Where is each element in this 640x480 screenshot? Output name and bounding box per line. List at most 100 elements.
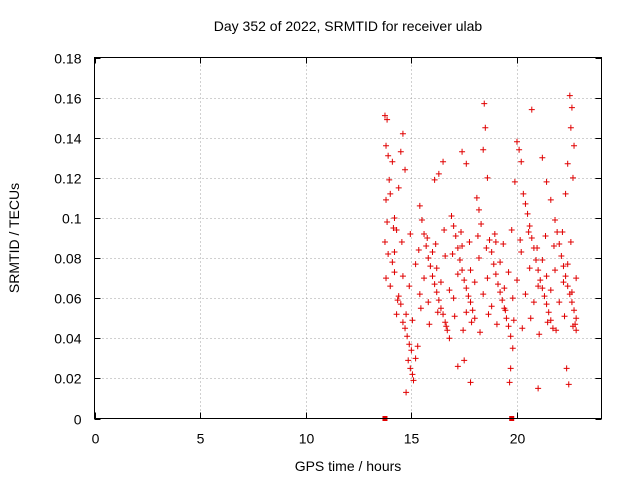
data-point bbox=[467, 379, 474, 386]
data-point bbox=[535, 283, 542, 290]
axis-ticks: 0 0.02 0.04 0.06 0.08 0.1 0.12 0.14 0.16 0.18 0 5 10… bbox=[54, 51, 602, 447]
data-point bbox=[535, 267, 542, 274]
data-point bbox=[384, 116, 391, 123]
data-point bbox=[444, 327, 451, 334]
data-point bbox=[573, 327, 580, 334]
data-point bbox=[440, 311, 447, 318]
data-point bbox=[459, 267, 466, 274]
data-point bbox=[465, 293, 472, 300]
data-point bbox=[560, 279, 567, 286]
x-tick-label: 15 bbox=[404, 431, 420, 447]
data-point bbox=[402, 325, 409, 332]
data-point bbox=[473, 194, 480, 201]
data-point bbox=[383, 142, 390, 149]
data-point bbox=[395, 293, 402, 300]
data-point bbox=[569, 174, 576, 181]
data-point bbox=[451, 313, 458, 320]
data-points bbox=[381, 92, 580, 421]
data-point bbox=[426, 321, 433, 328]
data-point bbox=[435, 297, 442, 304]
data-point bbox=[562, 273, 569, 280]
data-point bbox=[416, 202, 423, 209]
data-point bbox=[542, 232, 549, 239]
data-point bbox=[480, 291, 487, 298]
data-point bbox=[471, 315, 478, 322]
data-point bbox=[571, 142, 578, 149]
data-point bbox=[406, 341, 413, 348]
data-point bbox=[418, 216, 425, 223]
y-tick-label: 0.04 bbox=[54, 331, 81, 347]
data-point bbox=[539, 154, 546, 161]
data-point bbox=[505, 269, 512, 276]
data-point bbox=[475, 255, 482, 262]
data-point bbox=[527, 315, 534, 322]
data-point bbox=[547, 317, 554, 324]
data-point bbox=[381, 112, 388, 119]
data-point bbox=[518, 249, 525, 256]
data-point bbox=[508, 226, 515, 233]
data-point bbox=[560, 263, 567, 270]
data-point bbox=[405, 357, 412, 364]
x-tick-label: 20 bbox=[510, 431, 526, 447]
data-point bbox=[463, 285, 470, 292]
data-point bbox=[404, 333, 411, 340]
data-point bbox=[432, 241, 439, 248]
data-point bbox=[389, 158, 396, 165]
y-tick-label: 0.08 bbox=[54, 251, 81, 267]
data-point bbox=[502, 307, 509, 314]
data-point bbox=[514, 138, 520, 145]
data-point bbox=[440, 158, 447, 165]
data-point bbox=[393, 311, 400, 318]
data-point bbox=[573, 315, 580, 322]
data-point bbox=[511, 178, 518, 185]
data-point bbox=[469, 307, 476, 314]
data-point bbox=[437, 279, 444, 286]
data-point bbox=[448, 212, 455, 219]
data-point bbox=[569, 323, 576, 330]
data-point bbox=[395, 184, 402, 191]
data-point bbox=[477, 329, 484, 336]
data-point bbox=[446, 335, 453, 342]
data-point bbox=[450, 222, 457, 229]
data-point bbox=[454, 363, 461, 370]
data-point bbox=[383, 275, 390, 282]
data-point bbox=[449, 251, 456, 258]
data-point bbox=[421, 230, 428, 237]
data-point bbox=[492, 239, 499, 246]
data-point bbox=[385, 251, 392, 258]
data-point bbox=[525, 228, 532, 235]
data-point bbox=[461, 357, 468, 364]
y-tick-label: 0.06 bbox=[54, 291, 81, 307]
data-point bbox=[431, 176, 438, 183]
data-point bbox=[402, 166, 409, 173]
data-point bbox=[545, 309, 552, 316]
data-point bbox=[543, 301, 550, 308]
data-point bbox=[459, 148, 466, 155]
data-point bbox=[406, 283, 413, 290]
data-point bbox=[528, 106, 535, 113]
data-point bbox=[397, 148, 404, 155]
data-point bbox=[431, 281, 438, 288]
data-point bbox=[554, 228, 561, 235]
data-point bbox=[564, 283, 571, 290]
data-point bbox=[394, 297, 401, 304]
data-point bbox=[522, 291, 529, 298]
data-point bbox=[423, 243, 430, 250]
chart-title: Day 352 of 2022, SRMTID for receiver ula… bbox=[214, 18, 483, 34]
data-point bbox=[381, 239, 388, 246]
x-tick-label: 0 bbox=[92, 431, 100, 447]
data-point bbox=[543, 178, 550, 185]
data-point bbox=[561, 313, 568, 320]
x-axis-label: GPS time / hours bbox=[295, 458, 402, 474]
data-point bbox=[526, 265, 533, 272]
data-point bbox=[417, 305, 424, 312]
data-point bbox=[486, 237, 493, 244]
data-point bbox=[520, 190, 527, 197]
data-point bbox=[475, 206, 482, 213]
data-point bbox=[547, 287, 554, 294]
data-point bbox=[429, 273, 436, 280]
data-point bbox=[509, 345, 516, 352]
data-point bbox=[565, 381, 572, 388]
data-point bbox=[398, 239, 405, 246]
data-point bbox=[397, 301, 404, 308]
